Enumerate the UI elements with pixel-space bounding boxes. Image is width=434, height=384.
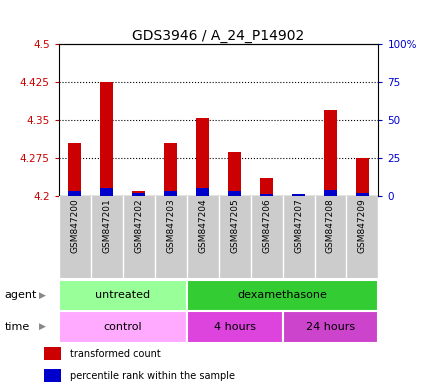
Text: ▶: ▶ [39,322,46,331]
Text: GSM847202: GSM847202 [134,198,143,253]
Bar [292,194,304,196]
Bar [43,369,61,382]
Bar [68,143,81,196]
Bar [68,191,81,196]
Text: GSM847209: GSM847209 [357,198,366,253]
Bar [196,119,208,196]
Text: time: time [4,322,30,332]
Text: 4 hours: 4 hours [213,322,255,332]
Text: GSM847203: GSM847203 [166,198,175,253]
Bar [59,311,186,343]
Text: GSM847204: GSM847204 [197,198,207,253]
Text: agent: agent [4,290,36,300]
Bar [355,158,368,196]
Text: transformed count: transformed count [69,349,160,359]
Bar [132,193,145,196]
Bar [186,280,378,311]
Title: GDS3946 / A_24_P14902: GDS3946 / A_24_P14902 [132,29,304,43]
Bar [164,191,177,196]
Bar [100,82,113,196]
Text: 24 hours: 24 hours [305,322,354,332]
Text: dexamethasone: dexamethasone [237,290,327,300]
Bar [228,191,240,196]
Bar [59,280,186,311]
Text: GSM847207: GSM847207 [293,198,302,253]
Text: GSM847201: GSM847201 [102,198,111,253]
Bar [43,347,61,360]
Text: percentile rank within the sample: percentile rank within the sample [69,371,234,381]
Bar [355,193,368,196]
Text: GSM847205: GSM847205 [230,198,239,253]
Bar [323,190,336,196]
Text: GSM847206: GSM847206 [261,198,270,253]
Bar [260,194,272,196]
Bar [260,178,272,196]
Bar [100,188,113,196]
Bar [228,152,240,196]
Text: GSM847200: GSM847200 [70,198,79,253]
Bar [196,188,208,196]
Text: GSM847208: GSM847208 [325,198,334,253]
Bar [186,311,282,343]
Bar [164,143,177,196]
Text: ▶: ▶ [39,291,46,300]
Bar [282,311,378,343]
Text: control: control [103,322,141,332]
Text: untreated: untreated [95,290,150,300]
Bar [323,110,336,196]
Bar [132,191,145,196]
